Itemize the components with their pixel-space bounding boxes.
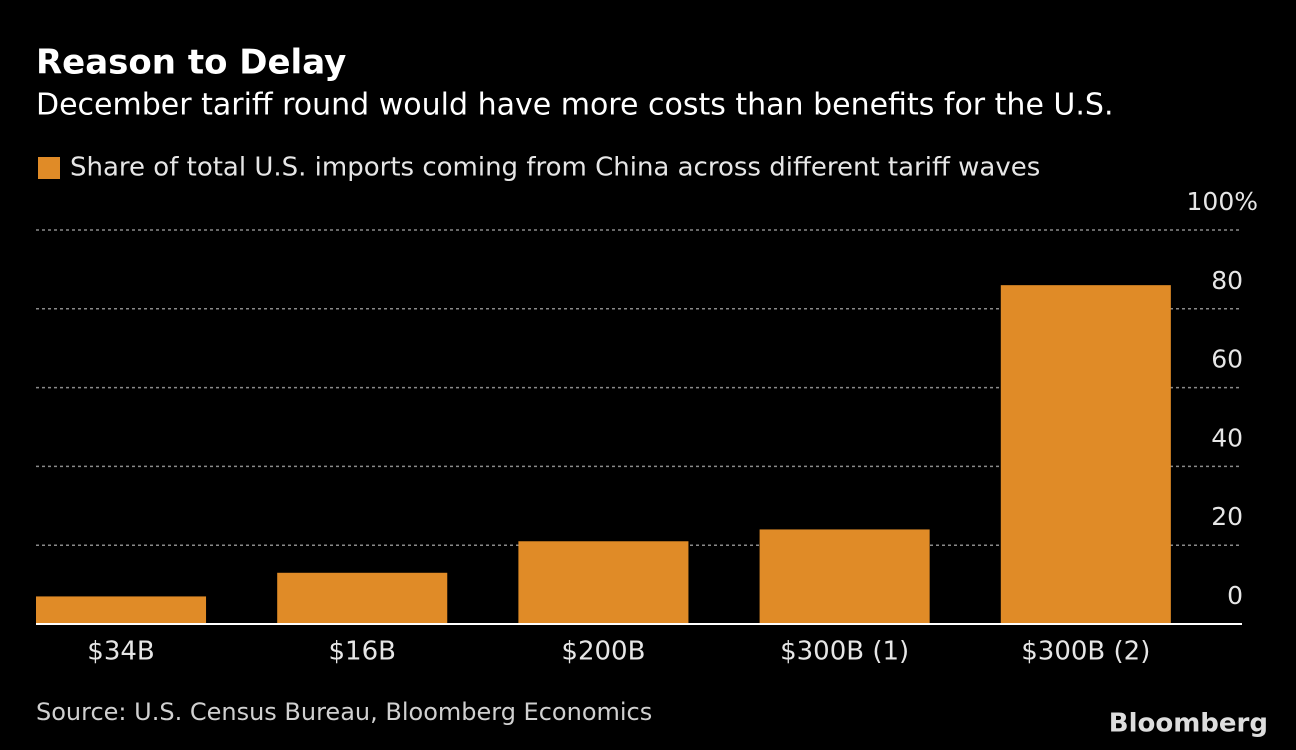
brand: Bloomberg xyxy=(1109,709,1268,739)
y-tick-label: 60 xyxy=(1211,345,1243,374)
y-tick-label: 100% xyxy=(1187,187,1258,216)
bar xyxy=(1000,285,1171,624)
x-tick-label: $34B xyxy=(87,637,154,667)
x-tick-label: $16B xyxy=(328,637,395,667)
source: Source: U.S. Census Bureau, Bloomberg Ec… xyxy=(36,698,652,726)
y-tick-label: 0 xyxy=(1227,581,1243,610)
y-tick-label: 80 xyxy=(1211,266,1243,295)
legend-label: Share of total U.S. imports coming from … xyxy=(70,153,1040,183)
chart-title: Reason to Delay xyxy=(36,43,346,83)
bar xyxy=(36,596,207,624)
bar xyxy=(518,541,689,624)
legend-swatch xyxy=(38,157,60,179)
y-tick-label: 20 xyxy=(1211,502,1243,531)
x-tick-label: $200B xyxy=(561,637,645,667)
chart-subtitle: December tariff round would have more co… xyxy=(36,88,1114,123)
x-tick-label: $300B (1) xyxy=(780,637,909,667)
bar xyxy=(759,529,930,624)
bar xyxy=(277,572,448,624)
y-tick-label: 40 xyxy=(1211,423,1243,452)
x-tick-label: $300B (2) xyxy=(1021,637,1150,667)
